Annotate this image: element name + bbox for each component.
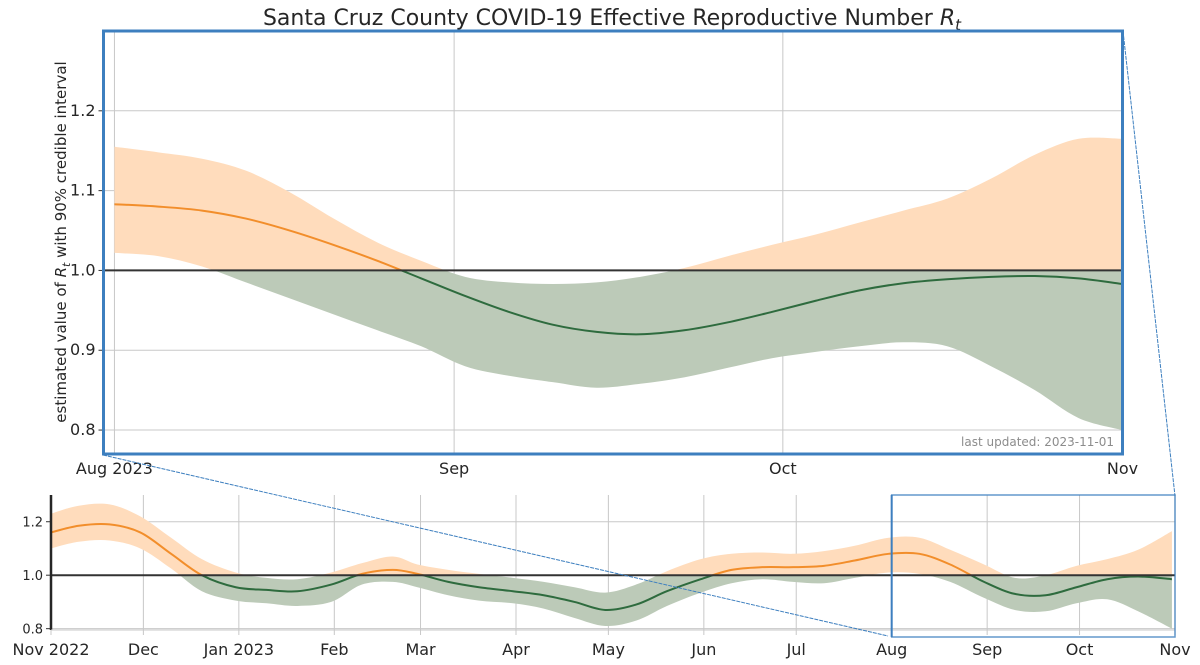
x-tick-label: Oct	[1066, 640, 1094, 659]
y-axis-label: estimated value of Rt with 90% credible …	[52, 61, 73, 422]
x-tick-label: Aug	[876, 640, 907, 659]
x-tick-label: Sep	[439, 459, 469, 478]
credible-interval-band-above	[114, 137, 1123, 271]
x-tick-label: Nov	[1159, 640, 1190, 659]
credible-interval-band-below	[214, 270, 1123, 431]
y-tick-label: 1.1	[70, 181, 95, 200]
x-tick-label: Feb	[320, 640, 348, 659]
plot-area	[114, 137, 1123, 431]
chart-title-text: Santa Cruz County COVID-19 Effective Rep…	[263, 6, 934, 31]
y-tick-label: 1.2	[70, 101, 95, 120]
x-tick-label: Sep	[972, 640, 1002, 659]
x-tick-label: Aug 2023	[76, 459, 153, 478]
x-tick-label: Jul	[786, 640, 806, 659]
y-axis-label-subscript: t	[60, 262, 73, 267]
zoom-connectors	[102, 30, 1176, 637]
above-threshold-group	[114, 137, 1123, 271]
below-threshold-group	[179, 575, 1172, 629]
chart-title: Santa Cruz County COVID-19 Effective Rep…	[263, 6, 962, 34]
y-tick-label: 0.8	[70, 420, 95, 439]
x-tick-label: Nov 2022	[12, 640, 89, 659]
zoom-connector-right	[1122, 30, 1176, 497]
zoom-connector-left	[102, 454, 889, 637]
x-tick-label: Jan 2023	[203, 640, 274, 659]
chart-title-symbol: R	[940, 6, 955, 31]
median-line-below	[398, 270, 1123, 336]
x-tick-label: May	[592, 640, 625, 659]
median-line-below	[199, 575, 1172, 611]
x-tick-label: Jun	[690, 640, 716, 659]
zoom-frame	[102, 29, 1124, 456]
last-updated-note: last updated: 2023-11-01	[961, 435, 1114, 449]
x-tick-label: Mar	[405, 640, 436, 659]
y-axis-label-symbol: R	[52, 267, 70, 277]
y-tick-label: 0.8	[22, 623, 43, 638]
y-tick-label: 1.2	[22, 516, 43, 531]
credible-interval-band-below	[179, 575, 1172, 629]
y-tick-label: 1.0	[22, 569, 43, 584]
x-tick-label: Nov	[1107, 459, 1138, 478]
median-line-above	[114, 203, 405, 271]
y-axis-label-prefix: estimated value of	[52, 277, 70, 422]
chart-title-subscript: t	[955, 16, 962, 34]
y-axis-label-suffix: with 90% credible interval	[52, 61, 70, 262]
main-plot: Aug 2023 Sep Oct Nov 0.8 0.9 1.0 1.1 1.2	[70, 29, 1138, 478]
x-tick-label: Apr	[502, 640, 530, 659]
overview-plot: Nov 2022 Dec Jan 2023 Feb Mar Apr May Jun Jul Aug…	[12, 494, 1191, 659]
y-tick-label: 1.0	[70, 260, 95, 279]
plot-area	[51, 503, 1172, 629]
x-tick-label: Dec	[128, 640, 159, 659]
y-tick-label: 0.9	[70, 340, 95, 359]
x-tick-label: Oct	[769, 459, 797, 478]
below-threshold-group	[214, 270, 1123, 431]
